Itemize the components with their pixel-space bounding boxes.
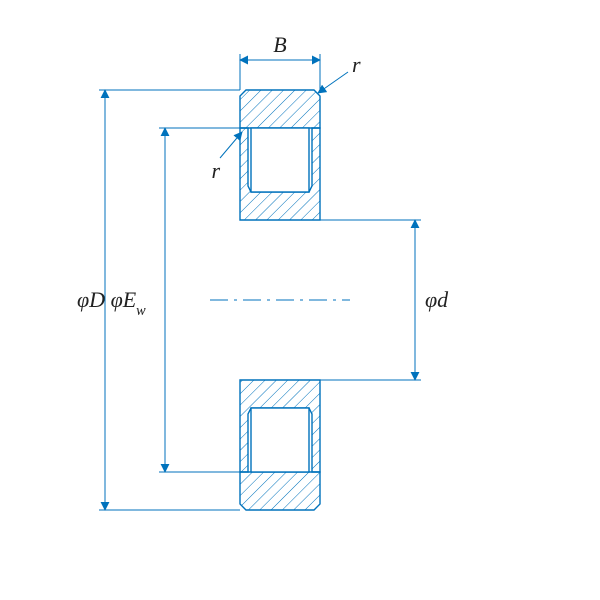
roller xyxy=(251,408,309,472)
label-D-Ew: φD φEw xyxy=(77,287,146,319)
label-d: φd xyxy=(425,287,449,312)
label-r-inner: r xyxy=(211,158,220,183)
outer-ring-bottom xyxy=(240,472,320,510)
label-r-outer: r xyxy=(352,52,361,77)
roller xyxy=(251,128,309,192)
leader-r-outer xyxy=(318,72,348,93)
outer-ring-top xyxy=(240,90,320,128)
label-B: B xyxy=(273,32,286,57)
leader-r-inner xyxy=(220,132,242,158)
